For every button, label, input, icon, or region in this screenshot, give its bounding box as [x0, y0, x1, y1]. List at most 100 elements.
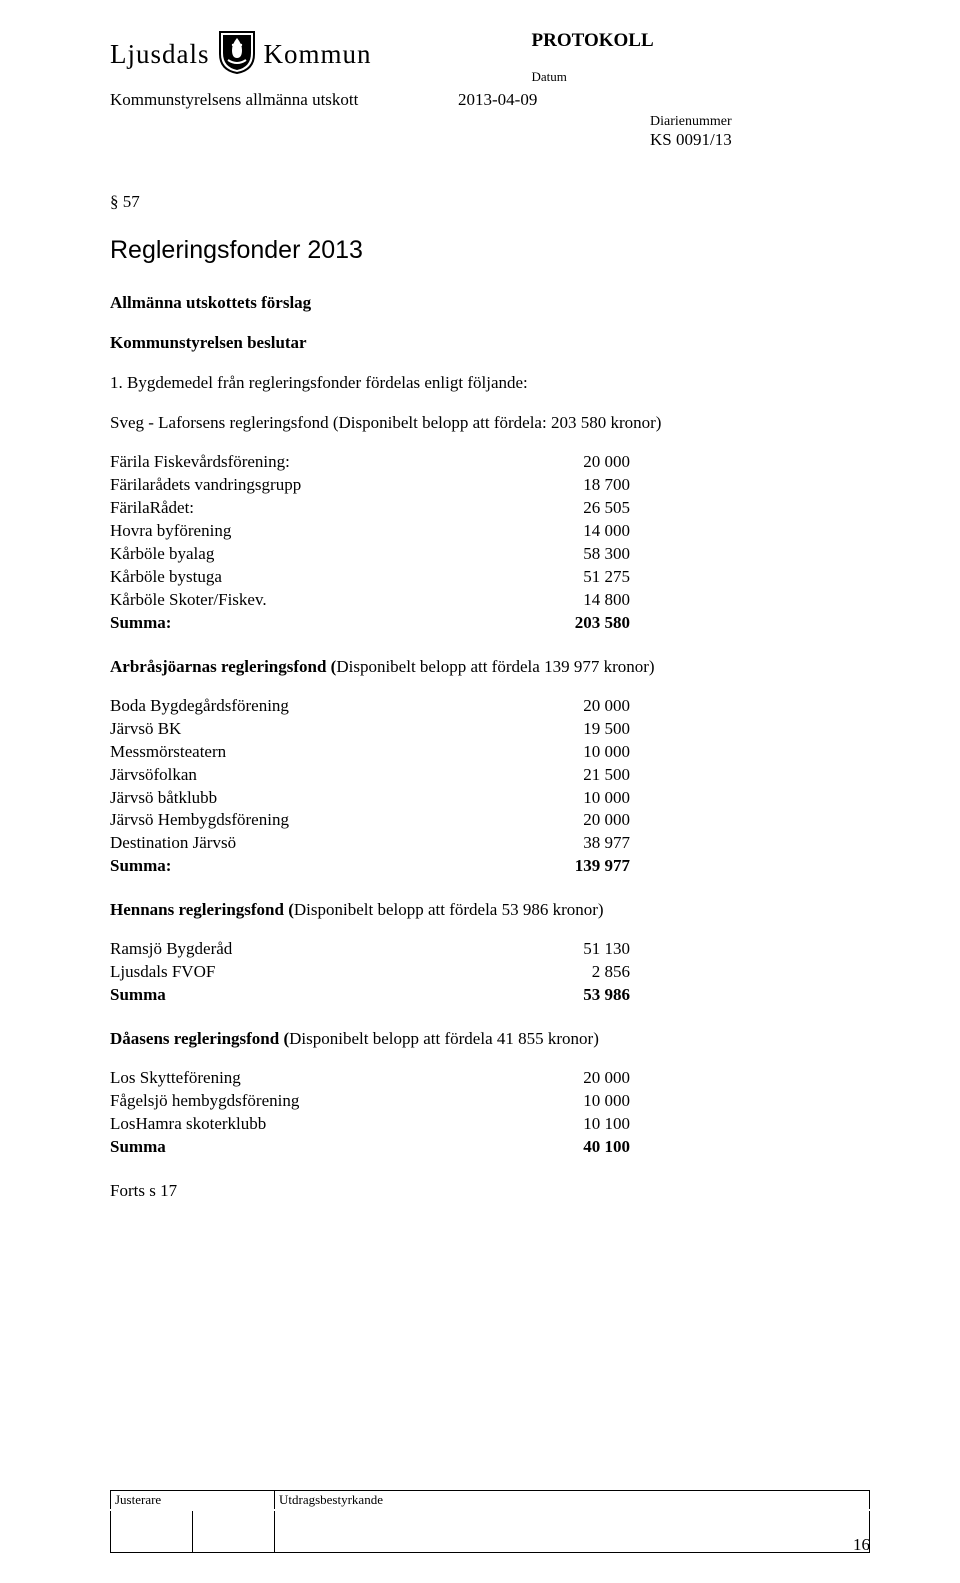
- diarie-label: Diarienummer: [650, 114, 870, 130]
- allocation-row: FärilaRådet: 26 505: [110, 497, 630, 520]
- allocation-value: 14 000: [540, 520, 630, 543]
- committee-name: Kommunstyrelsens allmänna utskott: [110, 90, 450, 110]
- allocation-value: 21 500: [540, 764, 630, 787]
- allocation-label: Järvsöfolkan: [110, 764, 197, 787]
- allocation-row: Boda Bygdegårdsförening 20 000: [110, 695, 630, 718]
- allocation-label: LosHamra skoterklubb: [110, 1113, 266, 1136]
- allocation-row: Fågelsjö hembygdsförening 10 000: [110, 1090, 630, 1113]
- allocation-value: 20 000: [540, 695, 630, 718]
- allocation-value: 58 300: [540, 543, 630, 566]
- allocation-row: Färilarådets vandringsgrupp18 700: [110, 474, 630, 497]
- section-number: § 57: [110, 192, 870, 212]
- allocation-value: 10 000: [540, 1090, 630, 1113]
- allocation-row: Färila Fiskevårdsförening: 20 000: [110, 451, 630, 474]
- allocation-row: Järvsö båtklubb 10 000: [110, 787, 630, 810]
- allocation-sum-row: Summa: 203 580: [110, 612, 630, 635]
- footer-box-right: [275, 1511, 870, 1553]
- allocation-row: Ljusdals FVOF 2 856: [110, 961, 630, 984]
- allocation-label: Kårböle byalag: [110, 543, 214, 566]
- allocation-table: Boda Bygdegårdsförening 20 000 Järvsö BK 19…: [110, 695, 630, 879]
- allocation-row: Destination Järvsö 38 977: [110, 832, 630, 855]
- subheader: Kommunstyrelsens allmänna utskott 2013-0…: [110, 90, 870, 110]
- shield-icon: [218, 30, 256, 79]
- page-number: 16: [853, 1535, 870, 1555]
- allocation-label: Summa: [110, 1136, 166, 1159]
- allocation-row: Järvsö Hembygdsförening 20 000: [110, 809, 630, 832]
- allocation-value: 203 580: [540, 612, 630, 635]
- allocation-label: Järvsö båtklubb: [110, 787, 217, 810]
- allocation-row: Ramsjö Bygderåd 51 130: [110, 938, 630, 961]
- allocation-label: Ramsjö Bygderåd: [110, 938, 232, 961]
- forslag-line: Allmänna utskottets förslag: [110, 293, 870, 313]
- fund-heading: Hennans regleringsfond (Disponibelt belo…: [110, 900, 870, 920]
- forts-text: Forts s 17: [110, 1181, 870, 1201]
- allocation-label: FärilaRådet:: [110, 497, 194, 520]
- allocation-label: Ljusdals FVOF: [110, 961, 215, 984]
- allocation-sum-row: Summa 53 986: [110, 984, 630, 1007]
- fund-heading: Arbråsjöarnas regleringsfond (Disponibel…: [110, 657, 870, 677]
- allocation-value: 20 000: [540, 451, 630, 474]
- footer-justerare-label: Justerare: [110, 1490, 275, 1509]
- date-value: 2013-04-09: [458, 90, 537, 110]
- protokoll-column: PROTOKOLL Datum: [332, 30, 870, 84]
- allocation-row: Kårböle Skoter/Fiskev.14 800: [110, 589, 630, 612]
- allocation-label: Järvsö Hembygdsförening: [110, 809, 289, 832]
- allocation-value: 51 275: [540, 566, 630, 589]
- allocation-value: 10 100: [540, 1113, 630, 1136]
- allocation-label: Färila Fiskevårdsförening:: [110, 451, 290, 474]
- allocation-label: Summa:: [110, 612, 171, 635]
- beslutar-line: Kommunstyrelsen beslutar: [110, 333, 870, 353]
- footer-box-left: [110, 1511, 275, 1553]
- allocation-label: Fågelsjö hembygdsförening: [110, 1090, 299, 1113]
- allocation-table: Ramsjö Bygderåd51 130Ljusdals FVOF2 856S…: [110, 938, 630, 1007]
- allocation-label: Summa: [110, 984, 166, 1007]
- allocation-label: Kårböle bystuga: [110, 566, 222, 589]
- allocation-value: 10 000: [540, 787, 630, 810]
- allocation-label: Järvsö BK: [110, 718, 181, 741]
- allocation-label: Boda Bygdegårdsförening: [110, 695, 289, 718]
- footer-box-a: [111, 1511, 193, 1552]
- funds-container: Sveg - Laforsens regleringsfond (Disponi…: [110, 413, 870, 1159]
- allocation-label: Messmörsteatern: [110, 741, 226, 764]
- allocation-row: Järvsöfolkan 21 500: [110, 764, 630, 787]
- allocation-row: Messmörsteatern10 000: [110, 741, 630, 764]
- allocation-row: Hovra byförening 14 000: [110, 520, 630, 543]
- footer-boxes: 16: [110, 1511, 870, 1553]
- fund-heading: Dåasens regleringsfond (Disponibelt belo…: [110, 1029, 870, 1049]
- allocation-value: 19 500: [540, 718, 630, 741]
- allocation-row: LosHamra skoterklubb 10 100: [110, 1113, 630, 1136]
- allocation-row: Kårböle byalag 58 300: [110, 543, 630, 566]
- allocation-value: 53 986: [540, 984, 630, 1007]
- allocation-sum-row: Summa 40 100: [110, 1136, 630, 1159]
- intro-text: 1. Bygdemedel från regleringsfonder förd…: [110, 373, 870, 393]
- allocation-value: 18 700: [540, 474, 630, 497]
- allocation-value: 26 505: [540, 497, 630, 520]
- allocation-value: 38 977: [540, 832, 630, 855]
- page-title: Regleringsfonder 2013: [110, 236, 870, 265]
- allocation-label: Los Skytteförening: [110, 1067, 241, 1090]
- allocation-row: Los Skytteförening 20 000: [110, 1067, 630, 1090]
- diarie-value: KS 0091/13: [650, 130, 870, 150]
- allocation-row: Kårböle bystuga 51 275: [110, 566, 630, 589]
- allocation-table: Färila Fiskevårdsförening: 20 000Färilarå…: [110, 451, 630, 635]
- allocation-value: 40 100: [540, 1136, 630, 1159]
- allocation-value: 20 000: [540, 809, 630, 832]
- allocation-label: Destination Järvsö: [110, 832, 236, 855]
- footer-labels: Justerare Utdragsbestyrkande: [110, 1490, 870, 1509]
- footer: Justerare Utdragsbestyrkande 16: [110, 1490, 870, 1553]
- allocation-row: Järvsö BK 19 500: [110, 718, 630, 741]
- footer-box-b: [193, 1511, 275, 1552]
- allocation-sum-row: Summa: 139 977: [110, 855, 630, 878]
- allocation-label: Hovra byförening: [110, 520, 231, 543]
- logo-text-left: Ljusdals: [110, 39, 210, 70]
- protokoll-label: PROTOKOLL: [532, 30, 870, 52]
- allocation-table: Los Skytteförening20 000Fågelsjö hembygd…: [110, 1067, 630, 1159]
- allocation-value: 51 130: [540, 938, 630, 961]
- allocation-value: 139 977: [540, 855, 630, 878]
- allocation-value: 20 000: [540, 1067, 630, 1090]
- header: Ljusdals Kommun PROTOKOLL Datum: [110, 30, 870, 84]
- diarie-block: Diarienummer KS 0091/13: [650, 114, 870, 150]
- footer-utdrag-label: Utdragsbestyrkande: [275, 1490, 870, 1509]
- allocation-label: Summa:: [110, 855, 171, 878]
- allocation-value: 2 856: [540, 961, 630, 984]
